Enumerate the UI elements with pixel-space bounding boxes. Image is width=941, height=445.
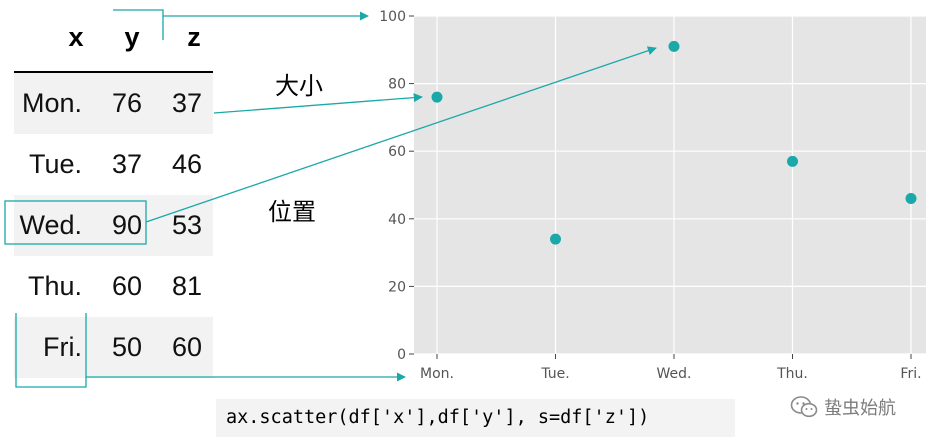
scatter-points [431, 40, 917, 245]
data-table: x y z Mon. 76 37 Tue. 37 46 Wed. 90 53 T… [0, 0, 230, 390]
position-label: 位置 [268, 198, 316, 226]
cell-x: Tue. [28, 149, 82, 179]
x-tick-label: Mon. [420, 366, 454, 382]
scatter-point-tue [550, 233, 561, 245]
size-label: 大小 [275, 72, 323, 100]
table-row: Fri. 50 60 [14, 317, 213, 378]
cell-y: 60 [111, 271, 142, 301]
y-tick-label: 0 [397, 347, 406, 363]
cell-x: Mon. [21, 88, 82, 118]
cell-z: 46 [171, 149, 202, 179]
x-column-bracket [15, 313, 87, 388]
watermark-text: 蛰虫始航 [824, 398, 896, 419]
cell-y: 90 [111, 210, 142, 240]
y-tick-label: 40 [388, 212, 406, 228]
scatter-point-thu [787, 155, 798, 167]
table-row: Wed. 90 53 [14, 195, 213, 256]
y-axis: 0 20 40 60 80 100 [379, 9, 414, 363]
position-arrow [145, 46, 657, 223]
code-snippet: ax.scatter(df['x'],df['y'], s=df['z']) [216, 399, 735, 437]
x-axis: Mon. Tue. Wed. Thu. Fri. [420, 354, 922, 382]
header-x: x [68, 22, 84, 52]
cell-z: 60 [171, 332, 202, 362]
wed-row-highlight [4, 200, 147, 245]
x-tick-label: Thu. [776, 366, 808, 382]
table-row: Mon. 76 37 [14, 73, 213, 134]
cell-y: 37 [111, 149, 142, 179]
x-tick-label: Tue. [540, 366, 569, 382]
scatter-point-fri [905, 193, 917, 205]
y-tick-label: 100 [379, 9, 406, 25]
y-column-bracket [113, 9, 164, 40]
x-tick-label: Wed. [657, 366, 692, 382]
scatter-point-wed [668, 40, 680, 52]
wechat-icon [790, 396, 818, 418]
cell-z: 81 [171, 271, 202, 301]
cell-y: 76 [111, 88, 142, 118]
cell-x: Fri. [43, 332, 82, 362]
watermark: 蛰虫始航 [790, 392, 896, 422]
x-tick-label: Fri. [900, 366, 921, 382]
header-y: y [124, 22, 140, 52]
cell-z: 53 [171, 210, 202, 240]
header-rule [14, 71, 213, 73]
cell-y: 50 [111, 332, 142, 362]
table-row: Tue. 37 46 [14, 134, 213, 195]
table-row: Thu. 60 81 [14, 256, 213, 317]
scatter-point-mon [431, 91, 443, 103]
y-tick-label: 20 [388, 279, 406, 295]
annotation-arrows [4, 9, 657, 388]
y-tick-label: 60 [388, 144, 406, 160]
cell-z: 37 [171, 88, 202, 118]
cell-x: Wed. [19, 210, 82, 240]
plot-background [414, 16, 926, 354]
y-tick-label: 80 [388, 77, 406, 93]
header-z: z [187, 22, 201, 52]
cell-x: Thu. [27, 271, 82, 301]
size-arrow [213, 93, 423, 114]
grid-lines [414, 15, 926, 355]
